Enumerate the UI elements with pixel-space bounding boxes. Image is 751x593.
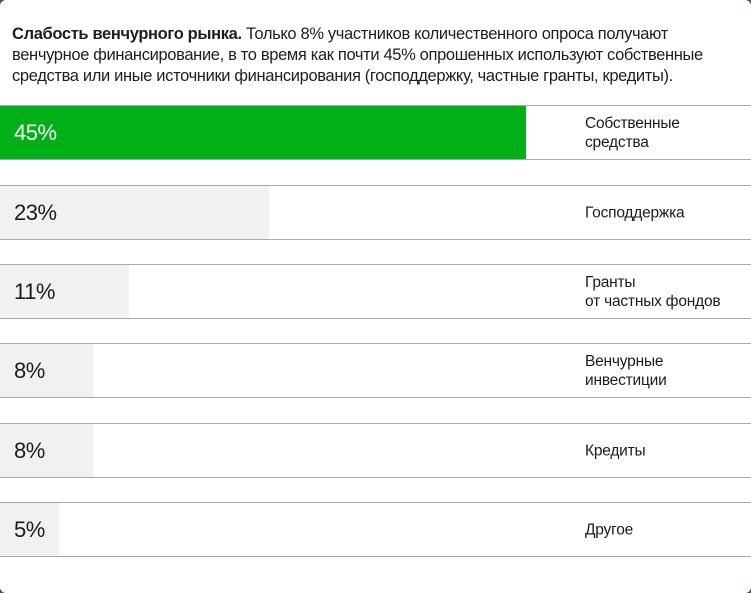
bar-row-state-support: 23% Господдержка bbox=[0, 185, 751, 240]
bar-value: 23% bbox=[14, 199, 57, 225]
bar-fill bbox=[0, 186, 269, 239]
bar-label: Другое bbox=[585, 521, 634, 538]
bar-fill bbox=[0, 106, 526, 159]
bar-label: Кредиты bbox=[585, 442, 646, 459]
bar-label: Собственные средства bbox=[585, 114, 680, 151]
bar-row-venture: 8% Венчурные инвестиции bbox=[0, 343, 751, 398]
bar-fill bbox=[0, 424, 93, 477]
intro-lead: Слабость венчурного рынка. bbox=[12, 25, 242, 43]
bar-fill bbox=[0, 344, 93, 397]
bar-value: 11% bbox=[14, 278, 55, 304]
bar-row-other: 5% Другое bbox=[0, 502, 751, 557]
bar-value: 8% bbox=[14, 357, 45, 383]
bar-label: Венчурные инвестиции bbox=[585, 352, 667, 389]
intro-paragraph: Слабость венчурного рынка. Только 8% уча… bbox=[12, 24, 742, 87]
bar-fill bbox=[0, 265, 129, 318]
bar-label: Гранты от частных фондов bbox=[585, 273, 721, 310]
bar-value: 5% bbox=[14, 516, 45, 542]
bar-value: 45% bbox=[14, 119, 57, 145]
bar-fill bbox=[0, 503, 59, 556]
bar-row-own-funds: 45% Собственные средства bbox=[0, 105, 751, 160]
bar-value: 8% bbox=[14, 437, 45, 463]
bar-row-private-grants: 11% Гранты от частных фондов bbox=[0, 264, 751, 319]
intro-text: Только 8% участников количественного опр… bbox=[12, 25, 703, 85]
bar-row-credits: 8% Кредиты bbox=[0, 423, 751, 478]
bar-label: Господдержка bbox=[585, 204, 685, 221]
